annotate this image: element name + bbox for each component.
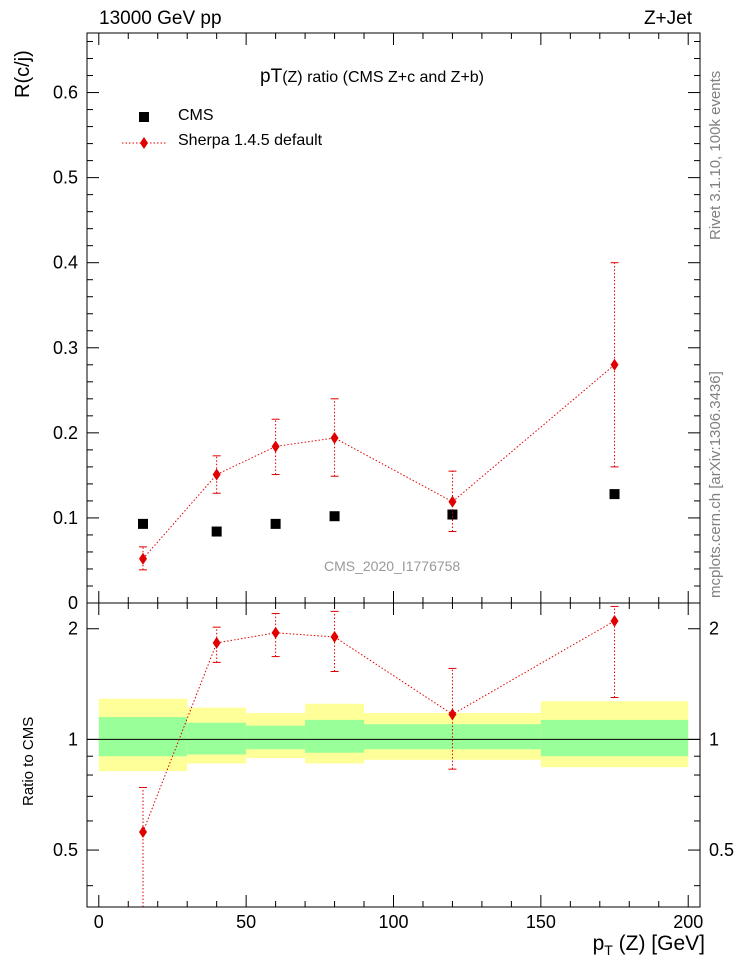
sherpa-ratio-line [142, 620, 615, 833]
sherpa-top-point [138, 552, 147, 565]
sherpa-ratio-point [212, 636, 221, 649]
cms-point [329, 511, 340, 522]
chart-title-main: pT [260, 66, 283, 87]
mcplots-label: mcplots.cern.ch [arXiv:1306.3436] [707, 371, 724, 598]
legend-marker-sherpa [140, 137, 148, 149]
x-tick-label: 50 [236, 912, 256, 932]
band-inner-3 [305, 719, 365, 753]
chart-title-rest: (Z) ratio (CMS Z+c and Z+b) [282, 69, 485, 86]
cms-point [270, 518, 281, 529]
data-marks [137, 262, 620, 908]
cms-point [211, 526, 222, 537]
header-left: 13000 GeV pp [99, 8, 222, 29]
legend-marker-cms [139, 112, 149, 122]
sherpa-ratio-point [330, 630, 339, 643]
bottom-y-tick-label-right: 1 [709, 729, 719, 749]
sherpa-top-line [142, 364, 615, 560]
top-y-tick-label: 0.3 [53, 338, 78, 358]
sherpa-ratio-point [610, 614, 619, 627]
bottom-y-tick-label-right: 2 [709, 619, 719, 639]
rivet-label: Rivet 3.1.10, 100k events [707, 70, 724, 240]
sherpa-top-point [271, 440, 280, 453]
top-y-tick-label: 0.1 [53, 508, 78, 528]
sherpa-top-point [212, 468, 221, 481]
bottom-y-tick-label-right: 0.5 [709, 840, 734, 860]
top-y-tick-label: 0.6 [53, 83, 78, 103]
cms-point [609, 489, 620, 500]
bottom-y-tick-label: 2 [68, 619, 78, 639]
band-inner-0 [98, 717, 188, 757]
sherpa-top-point [448, 495, 457, 508]
x-tick-label: 100 [378, 912, 408, 932]
x-axis-label-rest: (Z) [GeV] [612, 932, 705, 955]
cms-point [137, 518, 148, 529]
bottom-y-tick-label: 0.5 [53, 840, 78, 860]
x-axis-label-sub: T [604, 942, 613, 959]
band-inner-2 [246, 725, 306, 750]
x-tick-label: 150 [526, 912, 556, 932]
header-right: Z+Jet [643, 8, 692, 29]
bottom-y-tick-label: 1 [68, 729, 78, 749]
top-y-tick-label: 0.2 [53, 423, 78, 443]
sherpa-top-point [330, 431, 339, 444]
sherpa-ratio-point [138, 825, 147, 838]
sherpa-top-point [610, 358, 619, 371]
top-y-tick-label-zero: 0 [68, 593, 78, 613]
band-inner-1 [187, 722, 247, 755]
watermark: CMS_2020_I1776758 [324, 558, 461, 574]
top-y-axis-label: R(c/j) [12, 50, 34, 98]
top-y-tick-label: 0.5 [53, 168, 78, 188]
legend [122, 112, 167, 149]
sherpa-ratio-point [271, 626, 280, 639]
legend-label-cms: CMS [178, 107, 214, 124]
band-inner-5 [540, 719, 689, 757]
x-axis-label: pT (Z) [GeV] [593, 932, 705, 958]
uncertainty-bands [87, 698, 700, 772]
sherpa-ratio-point [448, 708, 457, 721]
x-tick-label: 0 [94, 912, 104, 932]
x-tick-label: 200 [673, 912, 703, 932]
bottom-y-axis-label: Ratio to CMS [20, 716, 37, 806]
chart-title: pT(Z) ratio (CMS Z+c and Z+b) [260, 66, 484, 88]
legend-label-sherpa: Sherpa 1.4.5 default [178, 132, 323, 149]
cms-point [447, 509, 458, 520]
bottom-panel-frame [86, 602, 701, 908]
top-y-tick-label: 0.4 [53, 253, 78, 273]
x-axis-label-main: p [592, 932, 605, 955]
axis-ticks: 0 50 100 150 200 0.1 0.2 0.3 0.4 0.5 0.6 0 0.5 0.5 1 1 2… [53, 33, 734, 932]
